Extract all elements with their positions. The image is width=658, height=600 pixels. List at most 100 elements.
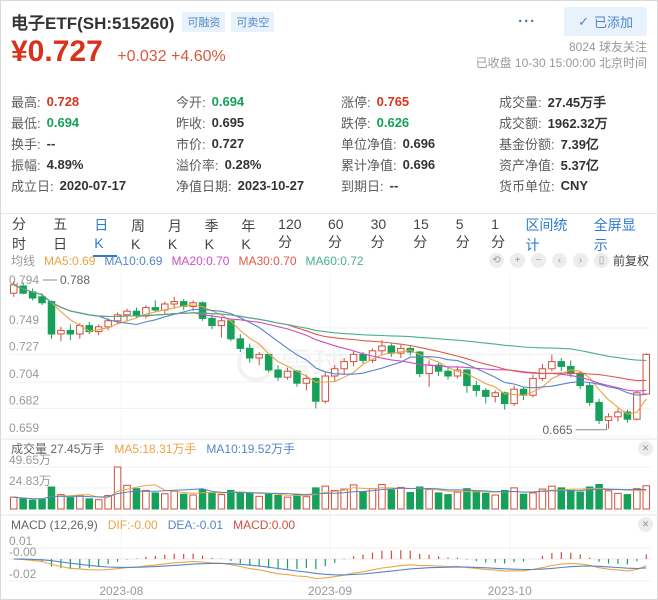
stat-value: 1962.32万 — [547, 116, 608, 131]
volume-legend: 成交量 27.45万手 MA5:18.31万手 MA10:19.52万手 — [11, 440, 295, 457]
stat-label: 货币单位: — [499, 179, 555, 194]
macd-legend-item: MACD:0.00 — [233, 517, 296, 532]
close-volume-pane-icon[interactable]: ✕ — [638, 441, 653, 456]
chart-canvas[interactable]: 雪球0.7940.7490.7270.7040.6820.6590.7880.6… — [1, 271, 658, 600]
stat-label: 基金份额: — [499, 137, 555, 152]
chart-toolbar: ⟲ + − ‹ › ▯ — [488, 253, 609, 268]
more-button[interactable]: ··· — [518, 13, 537, 30]
stat-item: 基金份额: 7.39亿 — [499, 133, 649, 154]
close-macd-pane-icon[interactable]: ✕ — [638, 517, 653, 532]
stat-value: 0.694 — [46, 115, 80, 130]
stat-value: -- — [46, 136, 56, 151]
svg-text:0.749: 0.749 — [9, 313, 39, 327]
link-全屏显示[interactable]: 全屏显示 — [593, 216, 636, 253]
svg-text:0.659: 0.659 — [9, 421, 39, 435]
svg-text:0.01: 0.01 — [9, 534, 33, 548]
stat-label: 成立日: — [11, 179, 54, 194]
zoom-out-icon[interactable]: − — [530, 253, 546, 268]
pan-right-icon[interactable]: › — [572, 253, 588, 268]
stat-label: 到期日: — [341, 179, 384, 194]
tab-60分[interactable]: 60分 — [328, 215, 344, 250]
kline-chart[interactable]: 雪球 0.794 0.749 0.727 0.704 0.682 0.659 0.788 0.6… — [1, 271, 658, 600]
tab-五日[interactable]: 五日 — [53, 215, 68, 252]
tab-分时[interactable]: 分时 — [12, 215, 26, 252]
ma-legend-item: MA10:0.69 — [104, 253, 163, 268]
stat-value: 7.39亿 — [560, 137, 599, 152]
stat-label: 今开: — [176, 95, 206, 110]
stat-label: 换手: — [11, 137, 41, 152]
stat-value: 5.37亿 — [560, 158, 599, 173]
macd-legend-item: DEA:-0.01 — [167, 517, 224, 532]
tab-5分[interactable]: 5分 — [455, 215, 470, 250]
tab-30分[interactable]: 30分 — [370, 215, 387, 250]
stats-grid: 最高: 0.728 最低: 0.694 换手: -- 振幅: 4.89% 成立日: 2020-07… — [11, 91, 649, 196]
svg-text:24.83万: 24.83万 — [9, 474, 51, 488]
tab-日K[interactable]: 日K — [93, 213, 118, 257]
stat-value: 0.727 — [211, 136, 245, 151]
current-price: ¥0.727 — [11, 35, 103, 68]
tab-月K[interactable]: 月K — [167, 217, 182, 252]
badge-list: 可融资 可卖空 — [182, 11, 275, 32]
tab-周K[interactable]: 周K — [131, 217, 146, 252]
stats-column: 成交量: 27.45万手 成交额: 1962.32万 基金份额: 7.39亿 资产净值: 5.… — [499, 91, 649, 196]
stat-label: 单位净值: — [341, 137, 397, 152]
tab-120分[interactable]: 120分 — [278, 215, 302, 250]
stat-item: 市价: 0.727 — [176, 133, 341, 154]
stat-value: CNY — [560, 178, 589, 193]
pan-left-icon[interactable]: ‹ — [551, 253, 567, 268]
tab-1分[interactable]: 1分 — [491, 215, 506, 250]
svg-text:2023-09: 2023-09 — [308, 584, 352, 598]
stat-label: 最低: — [11, 116, 41, 131]
ma-legend-items: MA5:0.69 MA10:0.69 MA20:0.70 MA30:0.70 MA60:… — [44, 254, 373, 268]
macd-legend-item: DIF:-0.00 — [107, 517, 158, 532]
stats-column: 涨停: 0.765 跌停: 0.626 单位净值: 0.696 累计净值: 0.696 到期日:… — [341, 91, 499, 196]
stat-value: 4.89% — [46, 157, 84, 172]
added-button[interactable]: ✓ 已添加 — [564, 7, 647, 36]
svg-text:49.65万: 49.65万 — [9, 453, 51, 467]
period-tabs: 分时 五日 日K 周K 月K 季K 年K 120分 60分 30分 15分 5分 1分 区间统计 全屏显示 — [11, 216, 647, 257]
stat-label: 资产净值: — [499, 158, 555, 173]
stat-item: 跌停: 0.626 — [341, 112, 499, 133]
zoom-in-icon[interactable]: + — [509, 253, 525, 268]
tab-季K[interactable]: 季K — [204, 217, 219, 252]
followers-count: 8024 球友关注 — [568, 40, 647, 54]
stat-value: 0.765 — [376, 94, 410, 109]
tab-年K[interactable]: 年K — [241, 217, 256, 252]
ma-legend-item: MA30:0.70 — [238, 253, 297, 268]
stat-item: 成交额: 1962.32万 — [499, 112, 649, 133]
screenshot-icon[interactable]: ▯ — [593, 253, 609, 268]
stat-item: 到期日: -- — [341, 175, 499, 196]
stat-value: 2023-10-27 — [237, 178, 305, 193]
adjust-mode-button[interactable]: 前复权 — [612, 254, 649, 268]
svg-text:0.665: 0.665 — [542, 423, 572, 437]
svg-text:0.704: 0.704 — [9, 367, 39, 381]
added-button-label: 已添加 — [593, 15, 633, 30]
ma-legend-item: MA5:0.69 — [44, 253, 96, 268]
stat-label: 昨收: — [176, 116, 206, 131]
tab-15分[interactable]: 15分 — [413, 215, 429, 250]
reset-icon[interactable]: ⟲ — [488, 253, 504, 268]
volume-legend-item: MA10:19.52万手 — [206, 442, 296, 456]
svg-text:0.788: 0.788 — [60, 273, 90, 287]
stat-label: 涨停: — [341, 95, 371, 110]
check-icon: ✓ — [578, 13, 589, 29]
header-actions: ··· ✓ 已添加 — [518, 7, 647, 36]
stats-column: 今开: 0.694 昨收: 0.695 市价: 0.727 溢价率: 0.28% 净值日期: 20… — [176, 91, 341, 196]
stat-item: 涨停: 0.765 — [341, 91, 499, 112]
stat-value: 0.694 — [211, 94, 245, 109]
stat-label: 净值日期: — [176, 179, 232, 194]
volume-pane-header: 成交量 27.45万手 MA5:18.31万手 MA10:19.52万手 ✕ — [11, 440, 653, 457]
stat-item: 振幅: 4.89% — [11, 154, 176, 175]
market-status: 已收盘 10-30 15:00:00 北京时间 — [475, 56, 647, 70]
stat-value: 0.696 — [402, 136, 436, 151]
link-区间统计[interactable]: 区间统计 — [525, 216, 568, 253]
stat-value: 0.696 — [402, 157, 436, 172]
svg-text:-0.00: -0.00 — [9, 545, 37, 559]
stat-value: -- — [389, 178, 399, 193]
stats-column: 最高: 0.728 最低: 0.694 换手: -- 振幅: 4.89% 成立日: 2020-07… — [11, 91, 176, 196]
svg-text:0.794: 0.794 — [9, 273, 39, 287]
stat-label: 振幅: — [11, 158, 41, 173]
market-meta: 8024 球友关注 已收盘 10-30 15:00:00 北京时间 — [476, 35, 647, 71]
stat-value: 0.695 — [211, 115, 245, 130]
